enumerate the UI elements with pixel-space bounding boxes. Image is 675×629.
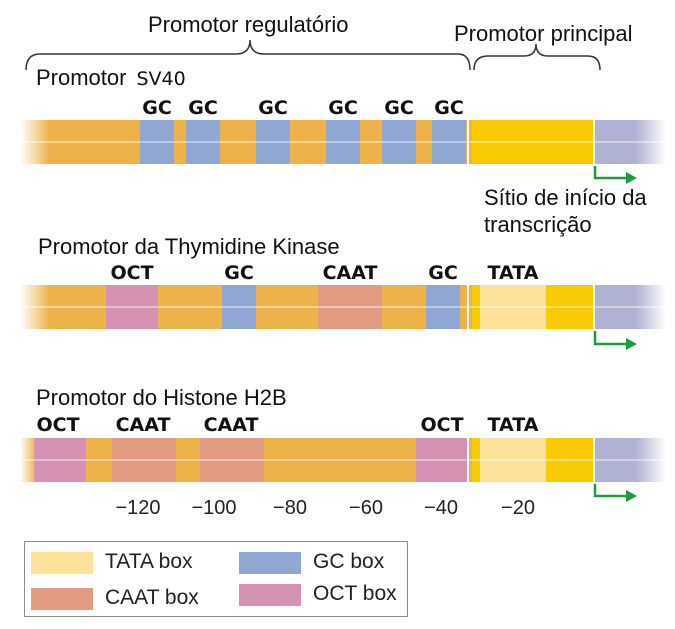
- transcription-start-arrow: [593, 484, 628, 498]
- caat-swatch: [31, 588, 93, 610]
- gc-swatch: [239, 552, 301, 574]
- position-tick: −40: [424, 497, 458, 519]
- position-tick: −120: [115, 497, 160, 519]
- caat-box-label: CAAT: [204, 414, 259, 436]
- legend-label: GC box: [313, 550, 385, 573]
- position-tick: −80: [273, 497, 307, 519]
- core-promoter-brace: [473, 43, 601, 71]
- core-promoter-label: Promotor principal: [454, 21, 633, 46]
- transcription-start-arrow: [593, 166, 628, 180]
- tk-box-labels: OCT GC CAAT GC TATA: [110, 262, 538, 284]
- legend-label: OCT box: [313, 582, 397, 605]
- position-tick: −60: [349, 497, 383, 519]
- gc-box-label: GC: [428, 262, 458, 284]
- gc-box-label: GC: [328, 97, 358, 119]
- gc-box-label: GC: [224, 262, 254, 284]
- transcription-start-arrowhead: [626, 490, 637, 502]
- transcription-start-arrowhead: [626, 338, 637, 350]
- legend-label: TATA box: [105, 550, 193, 573]
- gc-box-label: GC: [434, 97, 464, 119]
- sv40-promoter-title: Promotor SV40: [36, 65, 186, 90]
- tk-promoter-title: Promotor da Thymidine Kinase: [38, 234, 340, 259]
- tata-box-label: TATA: [488, 414, 539, 436]
- gc-box-label: GC: [384, 97, 414, 119]
- transcription-start-arrow: [593, 331, 628, 346]
- position-axis: −120 −100 −80 −60 −40 −20: [115, 497, 535, 519]
- legend: TATA box GC box CAAT box OCT box: [24, 541, 408, 617]
- oct-box-label: OCT: [420, 414, 463, 436]
- tk-dna-strand: [20, 285, 666, 329]
- sv40-dna-strand: [20, 120, 666, 164]
- regulatory-promoter-label: Promotor regulatório: [148, 12, 349, 37]
- position-tick: −100: [191, 497, 236, 519]
- h2b-box-labels: OCT CAAT CAAT OCT TATA: [36, 414, 538, 436]
- oct-box-label: OCT: [110, 262, 153, 284]
- caat-box-label: CAAT: [323, 262, 378, 284]
- position-tick: −20: [501, 497, 535, 519]
- regulatory-promoter-brace: [25, 39, 471, 71]
- oct-swatch: [239, 584, 301, 606]
- gc-box-label: GC: [258, 97, 288, 119]
- caat-box-label: CAAT: [116, 414, 171, 436]
- legend-label: CAAT box: [105, 586, 199, 609]
- tata-swatch: [31, 552, 93, 574]
- transcription-start-arrowhead: [626, 172, 637, 184]
- sv40-box-labels: GC GC GC GC GC GC: [142, 97, 464, 119]
- h2b-promoter-title: Promotor do Histone H2B: [36, 385, 287, 410]
- gc-box-label: GC: [142, 97, 172, 119]
- tata-box-label: TATA: [488, 262, 539, 284]
- oct-box-label: OCT: [36, 414, 79, 436]
- gc-box-label: GC: [188, 97, 218, 119]
- h2b-dna-strand: [20, 438, 666, 482]
- transcription-start-label: Sítio de início da transcrição: [484, 185, 653, 237]
